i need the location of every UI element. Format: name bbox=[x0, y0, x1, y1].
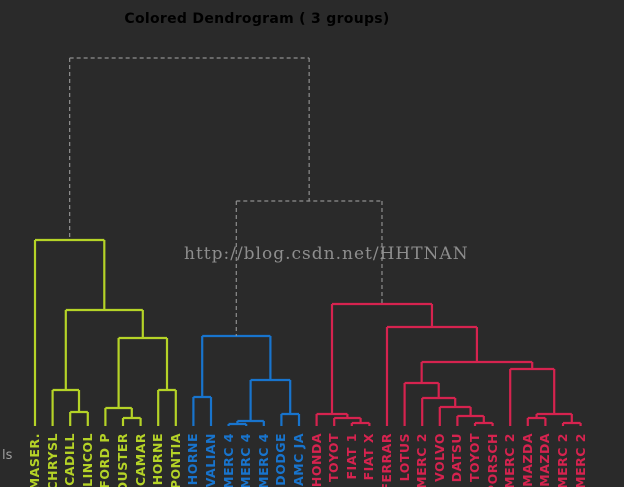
leaf-label: HORNE bbox=[185, 433, 201, 486]
watermark-text: http://blog.csdn.net/HHTNAN bbox=[184, 244, 469, 264]
leaf-label: FIAT X bbox=[361, 433, 377, 481]
leaf-label: MERC 4 bbox=[255, 433, 271, 487]
leaf-label: MERC 2 bbox=[502, 433, 518, 487]
leaf-label: CADILL bbox=[62, 433, 78, 486]
leaf-label: MERC 2 bbox=[572, 433, 588, 487]
leaf-label: LINCOL bbox=[79, 433, 95, 487]
leaf-label: VALIAN bbox=[203, 433, 218, 487]
leaf-label: MERC 4 bbox=[238, 433, 254, 487]
leaf-label: HORNE bbox=[150, 433, 166, 486]
leaf-label: TOYOT bbox=[326, 433, 342, 482]
leaf-label: MERC 2 bbox=[555, 433, 570, 487]
leaf-label: PORSCH bbox=[484, 433, 500, 487]
leaf-label: VOLVO bbox=[431, 433, 447, 482]
leaf-label: DODGE bbox=[273, 433, 289, 486]
leaf-label: LOTUS bbox=[396, 433, 412, 482]
chart-title: Colored Dendrogram ( 3 groups) bbox=[124, 11, 390, 27]
leaf-label: AMC JA bbox=[291, 433, 306, 486]
leaf-label: MERC 4 bbox=[220, 433, 236, 487]
leaf-label: CHRYSL bbox=[44, 433, 60, 487]
leaf-label: TOYOT bbox=[467, 433, 482, 482]
leaf-label: PONTIA bbox=[167, 433, 183, 487]
leaf-label: MERC 2 bbox=[414, 433, 430, 487]
leaf-label: FORD P bbox=[97, 433, 113, 487]
leaf-label: HONDA bbox=[308, 433, 324, 487]
axis-corner-label: ls bbox=[2, 448, 13, 463]
leaf-label: FIAT 1 bbox=[343, 433, 359, 480]
leaf-label: MAZDA bbox=[537, 433, 553, 487]
leaf-label: CAMAR bbox=[132, 433, 148, 487]
leaf-label: DUSTER bbox=[115, 433, 130, 487]
leaf-label: DATSU bbox=[449, 433, 465, 483]
leaf-label: MASER. bbox=[27, 433, 42, 487]
leaf-label: MAZDA bbox=[519, 433, 535, 487]
leaf-label: FERRAR bbox=[379, 433, 394, 487]
